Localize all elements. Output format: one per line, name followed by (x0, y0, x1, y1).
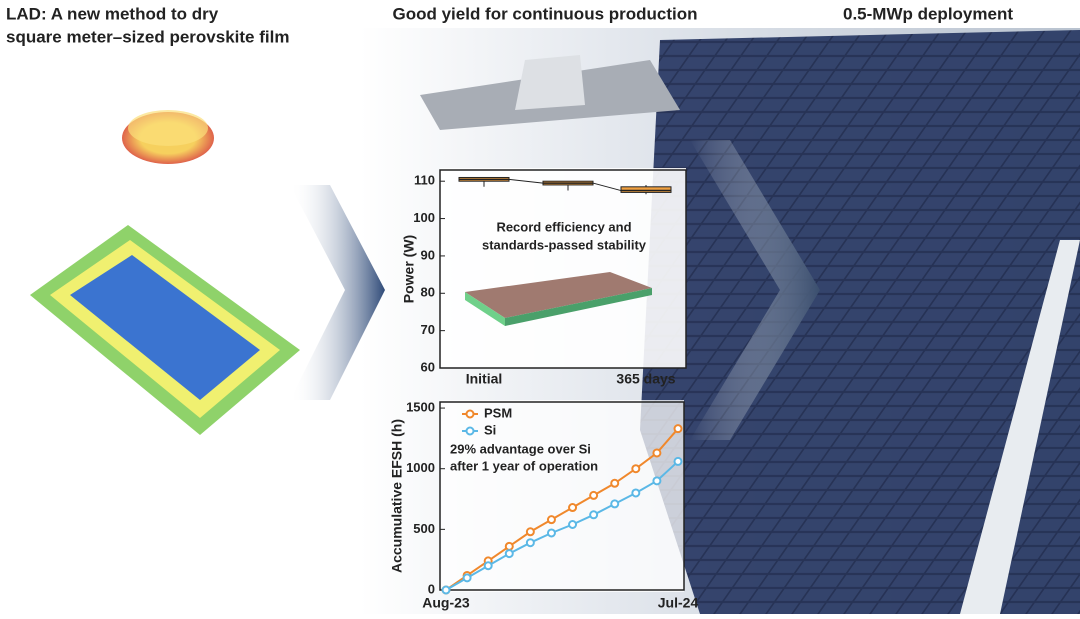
x-tick-label: Aug-23 (422, 595, 470, 611)
axis-frame (439, 169, 687, 369)
chart-panel (440, 168, 686, 368)
y-tick-label: 90 (421, 247, 435, 262)
data-point (525, 538, 535, 548)
data-point (525, 527, 535, 537)
y-tick-label: 1000 (406, 460, 435, 475)
data-point (631, 488, 641, 498)
x-tick-label: Jul-24 (658, 595, 699, 611)
y-tick-label: 70 (421, 322, 435, 337)
film-center (70, 255, 260, 400)
panel-title: square meter–sized perovskite film (6, 27, 289, 46)
data-point (504, 541, 514, 551)
annotation: 29% advantage over Si (450, 441, 591, 456)
annotation: after 1 year of operation (450, 458, 598, 473)
legend-label: Si (484, 422, 496, 437)
x-tick-label: 365 days (616, 371, 675, 387)
data-point (462, 573, 472, 583)
legend-marker (465, 426, 475, 436)
data-point (673, 424, 683, 434)
y-tick-label: 110 (414, 173, 435, 188)
walkway (960, 240, 1080, 614)
chart-panel (440, 400, 684, 592)
data-point (610, 478, 620, 488)
panel-title: LAD: A new method to dry (6, 4, 219, 23)
dryer (515, 55, 585, 110)
module-edge (465, 292, 505, 326)
arrow-right (690, 140, 820, 440)
y-tick-label: 0 (428, 581, 435, 596)
connector (508, 178, 544, 184)
data-point (546, 515, 556, 525)
y-tick-label: 500 (413, 521, 435, 536)
module-slab (465, 272, 652, 318)
x-tick-label: Initial (466, 371, 503, 387)
annotation: standards-passed stability (482, 237, 647, 252)
legend-label: PSM (484, 405, 512, 420)
connector (592, 182, 622, 192)
data-point (568, 503, 578, 513)
data-point (631, 464, 641, 474)
y-tick-label: 60 (421, 359, 435, 374)
axis-frame (439, 401, 685, 591)
y-axis-label: Accumulative EFSH (h) (389, 419, 405, 573)
data-point (441, 585, 451, 595)
data-point (546, 528, 556, 538)
data-point (652, 476, 662, 486)
y-axis-label: Power (W) (401, 235, 417, 303)
air-nozzle-top (128, 110, 208, 146)
module-edge (505, 288, 652, 326)
annotation: Record efficiency and (496, 219, 631, 234)
legend-marker (465, 409, 475, 419)
data-point (504, 549, 514, 559)
data-point (610, 499, 620, 509)
data-point (652, 448, 662, 458)
box (620, 186, 672, 193)
y-tick-label: 80 (421, 285, 435, 300)
y-tick-label: 1500 (406, 400, 435, 415)
data-point (568, 520, 578, 530)
arrow-left (290, 185, 385, 400)
data-point (673, 456, 683, 466)
panel-title: Good yield for continuous production (392, 4, 697, 23)
data-point (589, 510, 599, 520)
y-tick-label: 100 (413, 210, 435, 225)
data-point (589, 490, 599, 500)
data-point (483, 561, 493, 571)
panel-title: 0.5-MWp deployment (843, 4, 1013, 23)
